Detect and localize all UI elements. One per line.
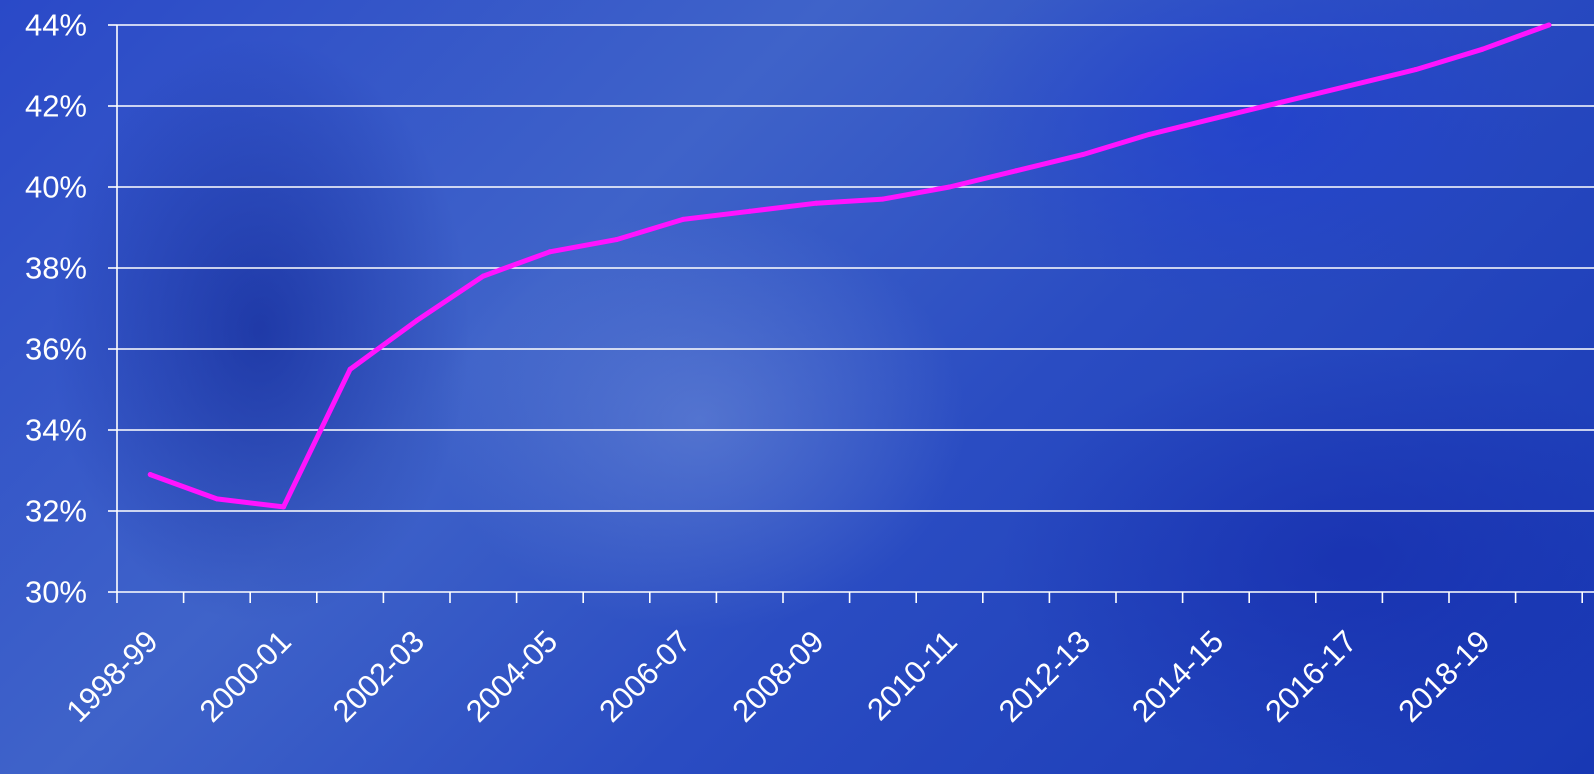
data-point xyxy=(1080,152,1086,158)
series-layer xyxy=(147,22,1552,510)
x-tick-label: 2006-07 xyxy=(592,624,697,729)
data-point xyxy=(947,184,952,190)
data-point xyxy=(547,249,553,255)
y-tick-label: 30% xyxy=(25,575,87,610)
data-point xyxy=(347,366,353,372)
data-point xyxy=(614,237,619,243)
y-tick-label: 42% xyxy=(25,89,87,124)
y-tick-label: 36% xyxy=(25,332,87,367)
y-axis: 30% 32% 34% 36% 38% 40% 42% 44% xyxy=(25,8,118,610)
x-axis: 1998-99 2000-01 2002-03 2004-05 2006-07 2008-… xyxy=(59,591,1594,729)
data-point xyxy=(414,318,420,324)
series-line xyxy=(147,22,1552,510)
data-point xyxy=(1280,99,1285,105)
y-tick-label: 44% xyxy=(25,8,87,43)
data-point xyxy=(680,216,686,222)
x-tick-label: 2010-11 xyxy=(860,624,964,728)
data-point xyxy=(1546,22,1552,28)
data-point xyxy=(813,200,819,206)
y-tick-label: 34% xyxy=(25,413,87,448)
x-tick-label: 2018-19 xyxy=(1391,624,1496,729)
data-point xyxy=(1413,67,1419,73)
x-tick-label: 2004-05 xyxy=(459,624,564,729)
data-point xyxy=(880,196,886,202)
data-point xyxy=(1479,46,1485,52)
gridlines xyxy=(117,24,1594,512)
x-tick-label: 2000-01 xyxy=(193,624,298,729)
data-point xyxy=(281,504,286,510)
x-tick-label: 1998-99 xyxy=(59,624,164,729)
data-point xyxy=(147,472,153,478)
x-tick-label: 2012-13 xyxy=(992,624,1097,729)
data-point xyxy=(480,273,486,279)
data-point xyxy=(1013,168,1019,174)
y-tick-label: 38% xyxy=(25,251,87,286)
x-tick-label: 2008-09 xyxy=(725,624,830,729)
data-point xyxy=(747,208,753,214)
x-tick-label: 2016-17 xyxy=(1258,624,1363,729)
data-point xyxy=(1146,131,1152,137)
data-point xyxy=(1346,83,1352,89)
data-point xyxy=(1213,115,1219,121)
y-tick-label: 32% xyxy=(25,494,87,529)
x-tick-label: 2014-15 xyxy=(1125,624,1230,729)
y-tick-label: 40% xyxy=(25,170,87,205)
x-tick-label: 2002-03 xyxy=(326,624,431,729)
data-point xyxy=(214,496,220,502)
